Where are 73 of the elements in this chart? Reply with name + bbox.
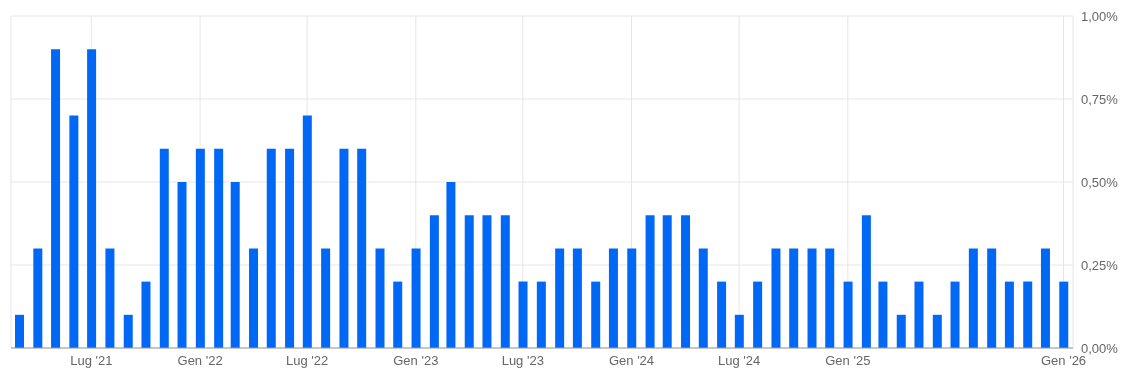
bar bbox=[861, 215, 871, 348]
bar bbox=[1040, 248, 1050, 348]
bar bbox=[878, 281, 888, 348]
bar bbox=[51, 49, 61, 348]
bar bbox=[357, 148, 367, 348]
bar bbox=[807, 248, 817, 348]
bar bbox=[33, 248, 43, 348]
x-tick-label: Lug '21 bbox=[70, 353, 113, 369]
bar bbox=[896, 314, 906, 348]
bar bbox=[914, 281, 924, 348]
bar bbox=[627, 248, 637, 348]
bar bbox=[393, 281, 403, 348]
bar bbox=[843, 281, 853, 348]
bar bbox=[482, 215, 492, 348]
bar bbox=[195, 148, 205, 348]
bar bbox=[717, 281, 727, 348]
bar bbox=[536, 281, 546, 348]
bar bbox=[321, 248, 331, 348]
bar bbox=[285, 148, 295, 348]
bar bbox=[411, 248, 421, 348]
bar bbox=[69, 115, 79, 348]
y-tick-label: 0,00% bbox=[1081, 340, 1119, 356]
bar bbox=[932, 314, 942, 348]
bar bbox=[1059, 281, 1069, 348]
bar bbox=[987, 248, 997, 348]
x-tick-label: Lug '24 bbox=[717, 353, 761, 369]
bar bbox=[339, 148, 349, 348]
x-tick-label: Gen '22 bbox=[177, 353, 223, 369]
bar bbox=[429, 215, 439, 348]
y-tick-label: 0,75% bbox=[1081, 91, 1119, 107]
bar bbox=[771, 248, 781, 348]
bar bbox=[1004, 281, 1014, 348]
bar bbox=[555, 248, 565, 348]
bar bbox=[968, 248, 978, 348]
bar bbox=[698, 248, 708, 348]
bar bbox=[214, 148, 224, 348]
bar bbox=[734, 314, 744, 348]
bar bbox=[1023, 281, 1033, 348]
bar bbox=[159, 148, 169, 348]
bar bbox=[662, 215, 672, 348]
bar bbox=[230, 182, 240, 348]
bar bbox=[464, 215, 474, 348]
x-tick-label: Gen '24 bbox=[608, 353, 655, 369]
bar bbox=[789, 248, 799, 348]
bar bbox=[123, 314, 133, 348]
bar bbox=[950, 281, 960, 348]
y-tick-label: 0,50% bbox=[1081, 174, 1119, 190]
bar bbox=[15, 314, 24, 348]
y-tick-label: 1,00% bbox=[1081, 8, 1119, 24]
bar bbox=[177, 182, 187, 348]
x-tick-label: Gen '23 bbox=[393, 353, 439, 369]
bar bbox=[87, 49, 97, 348]
bar bbox=[141, 281, 151, 348]
x-tick-label: Lug '22 bbox=[285, 353, 329, 369]
bar bbox=[608, 248, 618, 348]
bar bbox=[645, 215, 655, 348]
bar bbox=[825, 248, 835, 348]
bar bbox=[266, 148, 276, 348]
bar bbox=[591, 281, 601, 348]
bar bbox=[572, 248, 582, 348]
bar bbox=[302, 115, 312, 348]
bar bbox=[105, 248, 115, 348]
bar bbox=[681, 215, 691, 348]
x-tick-label: Lug '23 bbox=[501, 353, 544, 369]
y-tick-label: 0,25% bbox=[1081, 257, 1119, 273]
bar bbox=[446, 182, 456, 348]
bar bbox=[375, 248, 385, 348]
bar bbox=[249, 248, 259, 348]
x-tick-label: Gen '25 bbox=[825, 353, 871, 369]
x-tick-label: Gen '26 bbox=[1040, 353, 1087, 369]
bar bbox=[500, 215, 510, 348]
bar bbox=[753, 281, 763, 348]
bar bbox=[518, 281, 528, 348]
